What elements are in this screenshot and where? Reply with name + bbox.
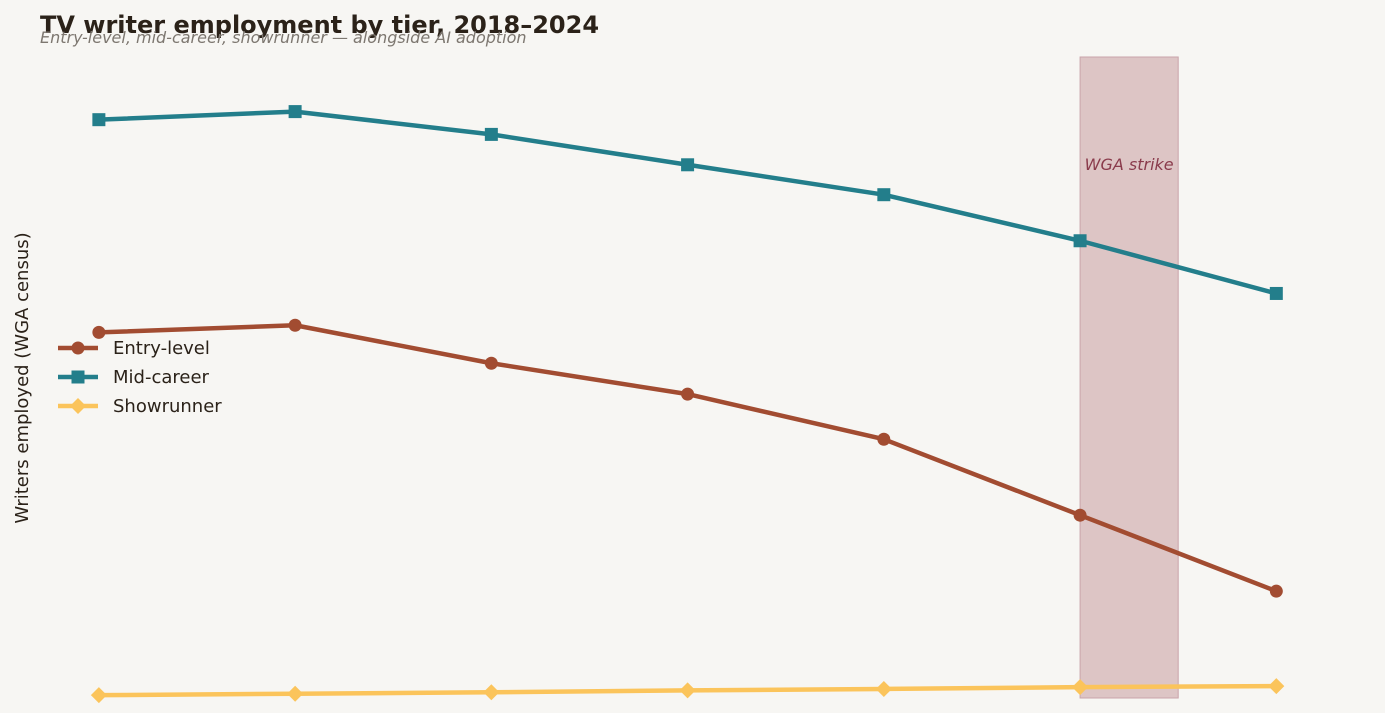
data-point-mid-career-2022 xyxy=(877,188,891,202)
data-point-mid-career-2018 xyxy=(92,113,106,127)
data-point-showrunner-2022 xyxy=(875,680,892,697)
data-point-showrunner-2024 xyxy=(1268,678,1285,695)
legend-item-mid-career: Mid-career xyxy=(58,367,210,388)
legend-label-showrunner: Showrunner xyxy=(113,396,222,417)
series-layer xyxy=(90,105,1285,704)
data-point-showrunner-2018 xyxy=(90,687,107,704)
legend: Entry-level Mid-career Showrunner xyxy=(58,338,222,417)
data-point-showrunner-2023 xyxy=(1072,679,1089,696)
chart-subtitle: Entry-level, mid-career, showrunner — al… xyxy=(40,28,527,47)
series-entry-level xyxy=(92,318,1283,598)
data-point-entry-level-2019 xyxy=(288,318,302,332)
data-point-entry-level-2023 xyxy=(1073,508,1087,522)
chart-title: TV writer employment by tier, 2018–2024 xyxy=(40,11,599,39)
data-point-mid-career-2021 xyxy=(681,158,695,172)
data-point-showrunner-2019 xyxy=(287,685,304,702)
data-point-mid-career-2020 xyxy=(484,127,498,141)
data-point-entry-level-2024 xyxy=(1269,584,1283,598)
legend-marker-showrunner xyxy=(70,398,86,414)
data-point-entry-level-2021 xyxy=(681,387,695,401)
data-point-entry-level-2018 xyxy=(92,325,106,339)
data-point-entry-level-2022 xyxy=(877,432,891,446)
data-point-showrunner-2021 xyxy=(679,682,696,699)
legend-marker-entry-level xyxy=(71,341,85,355)
legend-marker-mid-career xyxy=(71,370,85,384)
legend-item-showrunner: Showrunner xyxy=(58,396,222,417)
data-point-mid-career-2019 xyxy=(288,105,302,119)
y-axis-label: Writers employed (WGA census) xyxy=(12,232,33,523)
series-showrunner xyxy=(90,678,1285,704)
series-mid-career xyxy=(92,105,1283,300)
wga-strike-label: WGA strike xyxy=(1085,155,1174,174)
legend-label-mid-career: Mid-career xyxy=(113,367,210,388)
data-point-entry-level-2020 xyxy=(484,356,498,370)
legend-item-entry-level: Entry-level xyxy=(58,338,210,359)
wga-strike-span xyxy=(1079,56,1179,699)
annotation-layer: WGA strike xyxy=(1079,56,1179,699)
legend-label-entry-level: Entry-level xyxy=(113,338,210,359)
data-point-mid-career-2023 xyxy=(1073,234,1087,248)
data-point-showrunner-2020 xyxy=(483,684,500,701)
data-point-mid-career-2024 xyxy=(1269,286,1283,300)
